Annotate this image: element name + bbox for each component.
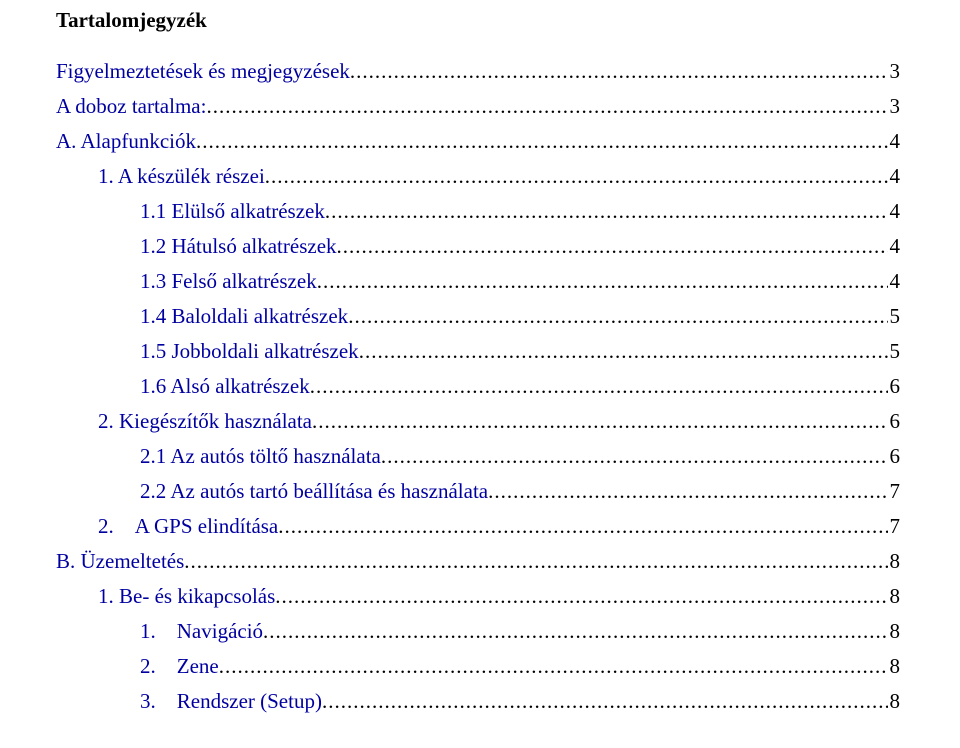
toc-container: Figyelmeztetések és megjegyzések........… <box>56 61 900 712</box>
toc-entry-label[interactable]: A. Alapfunkciók <box>56 131 196 152</box>
toc-leader-dots: ........................................… <box>263 621 887 642</box>
toc-entry-label[interactable]: 1.3 Felső alkatrészek <box>140 271 317 292</box>
toc-entry-page: 3 <box>888 96 901 117</box>
toc-entry-page: 6 <box>888 376 901 397</box>
toc-leader-dots: ........................................… <box>348 306 887 327</box>
toc-entry-label[interactable]: 2. Zene <box>140 656 219 677</box>
toc-leader-dots: ........................................… <box>312 411 888 432</box>
toc-title: Tartalomjegyzék <box>56 8 900 33</box>
toc-leader-dots: ........................................… <box>359 341 888 362</box>
toc-entry-page: 4 <box>888 201 901 222</box>
toc-entry-page: 6 <box>888 446 901 467</box>
toc-entry-page: 5 <box>888 306 901 327</box>
toc-leader-dots: ........................................… <box>317 271 888 292</box>
toc-entry-page: 8 <box>888 551 901 572</box>
toc-leader-dots: ........................................… <box>206 96 887 117</box>
toc-leader-dots: ........................................… <box>325 201 888 222</box>
toc-entry: 1. Navigáció............................… <box>56 621 900 642</box>
toc-leader-dots: ........................................… <box>278 516 887 537</box>
toc-entry: 1.4 Baloldali alkatrészek...............… <box>56 306 900 327</box>
toc-entry: 2.2 Az autós tartó beállítása és használ… <box>56 481 900 502</box>
toc-entry-page: 7 <box>888 481 901 502</box>
toc-entry-label[interactable]: 2.2 Az autós tartó beállítása és használ… <box>140 481 488 502</box>
toc-leader-dots: ........................................… <box>265 166 888 187</box>
toc-leader-dots: ........................................… <box>219 656 888 677</box>
toc-entry: 1. Be- és kikapcsolás...................… <box>56 586 900 607</box>
toc-entry-page: 4 <box>888 271 901 292</box>
toc-entry: 2. Kiegészítők használata...............… <box>56 411 900 432</box>
toc-leader-dots: ........................................… <box>488 481 887 502</box>
toc-entry-page: 4 <box>888 166 901 187</box>
toc-entry-page: 8 <box>888 691 901 712</box>
toc-leader-dots: ........................................… <box>196 131 888 152</box>
toc-entry: B. Üzemeltetés..........................… <box>56 551 900 572</box>
toc-entry-label[interactable]: 1. Be- és kikapcsolás <box>98 586 275 607</box>
toc-entry-label[interactable]: 1.1 Elülső alkatrészek <box>140 201 325 222</box>
toc-leader-dots: ........................................… <box>275 586 887 607</box>
toc-entry-label[interactable]: 1.4 Baloldali alkatrészek <box>140 306 348 327</box>
toc-leader-dots: ........................................… <box>337 236 888 257</box>
toc-entry-label[interactable]: 3. Rendszer (Setup) <box>140 691 322 712</box>
document-page: Tartalomjegyzék Figyelmeztetések és megj… <box>0 0 960 712</box>
toc-entry-label[interactable]: 1.5 Jobboldali alkatrészek <box>140 341 359 362</box>
toc-entry: 2.1 Az autós töltő használata...........… <box>56 446 900 467</box>
toc-entry-page: 3 <box>888 61 901 82</box>
toc-entry-label[interactable]: 2.1 Az autós töltő használata <box>140 446 381 467</box>
toc-entry: 3. Rendszer (Setup).....................… <box>56 691 900 712</box>
toc-entry-label[interactable]: B. Üzemeltetés <box>56 551 184 572</box>
toc-entry-page: 6 <box>888 411 901 432</box>
toc-leader-dots: ........................................… <box>322 691 888 712</box>
toc-leader-dots: ........................................… <box>350 61 888 82</box>
toc-entry-label[interactable]: 1.6 Alsó alkatrészek <box>140 376 310 397</box>
toc-entry-label[interactable]: Figyelmeztetések és megjegyzések <box>56 61 350 82</box>
toc-entry: 2. Zene.................................… <box>56 656 900 677</box>
toc-entry-page: 8 <box>888 656 901 677</box>
toc-entry-page: 5 <box>888 341 901 362</box>
toc-entry-page: 4 <box>888 131 901 152</box>
toc-entry-page: 4 <box>888 236 901 257</box>
toc-leader-dots: ........................................… <box>310 376 888 397</box>
toc-entry: 1.6 Alsó alkatrészek....................… <box>56 376 900 397</box>
toc-entry: A doboz tartalma:.......................… <box>56 96 900 117</box>
toc-entry-label[interactable]: 2. Kiegészítők használata <box>98 411 312 432</box>
toc-entry-label[interactable]: 2. A GPS elindítása <box>98 516 278 537</box>
toc-entry: 1. A készülék részei....................… <box>56 166 900 187</box>
toc-entry-label[interactable]: A doboz tartalma: <box>56 96 206 117</box>
toc-entry: 1.1 Elülső alkatrészek..................… <box>56 201 900 222</box>
toc-entry: A. Alapfunkciók.........................… <box>56 131 900 152</box>
toc-entry: 1.3 Felső alkatrészek...................… <box>56 271 900 292</box>
toc-entry-label[interactable]: 1.2 Hátulsó alkatrészek <box>140 236 337 257</box>
toc-leader-dots: ........................................… <box>381 446 888 467</box>
toc-leader-dots: ........................................… <box>184 551 887 572</box>
toc-entry-page: 8 <box>888 586 901 607</box>
toc-entry: Figyelmeztetések és megjegyzések........… <box>56 61 900 82</box>
toc-entry-label[interactable]: 1. Navigáció <box>140 621 263 642</box>
toc-entry-page: 8 <box>888 621 901 642</box>
toc-entry: 2. A GPS elindítása.....................… <box>56 516 900 537</box>
toc-entry: 1.2 Hátulsó alkatrészek.................… <box>56 236 900 257</box>
toc-entry: 1.5 Jobboldali alkatrészek..............… <box>56 341 900 362</box>
toc-entry-page: 7 <box>888 516 901 537</box>
toc-entry-label[interactable]: 1. A készülék részei <box>98 166 265 187</box>
